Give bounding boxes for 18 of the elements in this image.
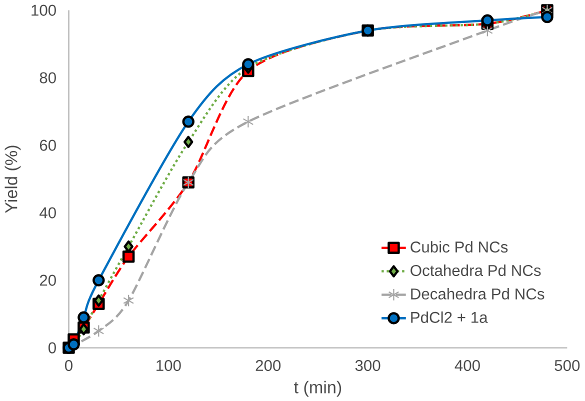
x-tick-label: 500 [554, 360, 580, 371]
legend-label: Cubic Pd NCs [410, 240, 508, 252]
x-tick-label: 0 [64, 360, 72, 371]
x-tick-label: 400 [454, 360, 480, 371]
y-tick-label: 20 [40, 274, 56, 286]
y-tick-label: 80 [40, 72, 56, 84]
x-tick-label: 300 [355, 360, 380, 371]
y-axis-title: Yield (%) [4, 146, 21, 213]
x-tick-label: 100 [156, 360, 181, 371]
y-tick-label: 40 [40, 207, 56, 218]
x-tick-label: 200 [256, 360, 281, 371]
y-tick-label: 60 [40, 140, 56, 151]
legend-label: PdCl2 + 1a [411, 311, 488, 323]
y-tick-label: 100 [32, 4, 56, 16]
x-axis-title: t (min) [294, 380, 342, 396]
legend-label: Octahedra Pd NCs [410, 264, 541, 276]
legend-label: Decahedra Pd NCs [411, 288, 544, 300]
y-tick-label: 0 [48, 342, 56, 354]
